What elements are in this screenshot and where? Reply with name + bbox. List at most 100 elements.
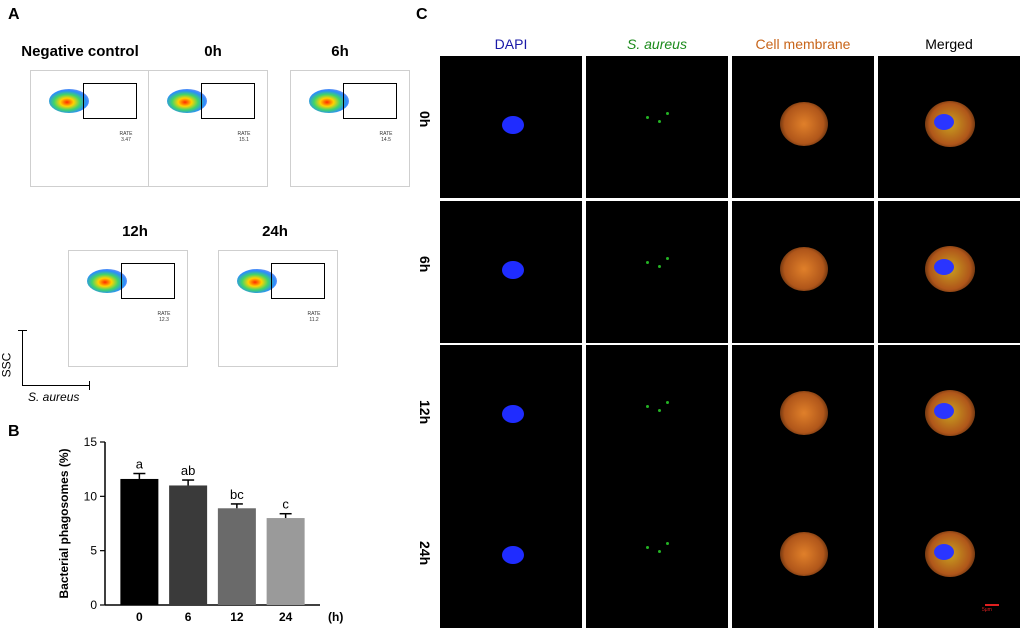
channel-header: DAPI	[494, 36, 528, 52]
x-tick-label: 6	[185, 610, 192, 624]
bar	[266, 518, 305, 605]
micrograph	[878, 201, 1020, 343]
cell-signal	[646, 405, 649, 408]
bar	[120, 478, 159, 605]
panel-label-a: A	[8, 6, 20, 23]
micrograph	[878, 345, 1020, 487]
micrograph	[440, 345, 582, 487]
x-unit-label: (h)	[328, 610, 343, 624]
micrograph	[440, 201, 582, 343]
ssc-axis-label: SSC	[0, 352, 14, 378]
rate-label: RATE	[157, 311, 171, 317]
rate-readout: RATE 11.2	[299, 311, 329, 323]
cell-signal	[666, 401, 669, 404]
flow-plot: RATE 14.5	[290, 70, 410, 187]
bar	[217, 508, 256, 605]
micrograph	[586, 56, 728, 198]
channel-header: Merged	[925, 36, 973, 52]
density-cloud	[49, 89, 89, 113]
flow-plot-title: 24h	[262, 223, 288, 240]
gate-rectangle	[83, 83, 137, 119]
rate-label: RATE	[379, 131, 393, 137]
flow-plot-title: Negative control	[21, 43, 139, 60]
flow-axis-glyph	[18, 330, 92, 390]
significance-letter: bc	[230, 487, 244, 502]
flow-plot-title: 6h	[331, 43, 349, 60]
gate-rectangle	[343, 83, 397, 119]
cell-signal	[502, 405, 524, 423]
bar-chart: 0 5 10 15 Bacterial phagosomes (%) a 0 ab 6 bc 12 c…	[57, 435, 343, 624]
cell-signal	[780, 391, 828, 435]
s-aureus-axis-label: S. aureus	[28, 390, 80, 404]
rate-readout: RATE 12.3	[149, 311, 179, 323]
micrograph	[732, 56, 874, 198]
micrograph	[732, 201, 874, 343]
flow-plot: RATE 3.47	[30, 70, 150, 187]
panel-label-c: C	[416, 6, 428, 23]
row-label: 12h	[417, 400, 433, 425]
flow-plot-title: 12h	[122, 223, 148, 240]
y-axis-title: Bacterial phagosomes (%)	[57, 448, 71, 598]
cell-signal	[666, 542, 669, 545]
significance-letter: ab	[181, 463, 195, 478]
gate-rectangle	[201, 83, 255, 119]
significance-letter: c	[282, 497, 289, 512]
flow-plot: RATE 12.3	[68, 250, 188, 367]
rate-readout: RATE 3.47	[111, 131, 141, 143]
micrograph	[586, 486, 728, 628]
channel-header: S. aureus	[627, 36, 687, 52]
rate-value: 15.1	[239, 137, 249, 143]
micrograph	[440, 56, 582, 198]
cell-signal	[658, 409, 661, 412]
rate-value: 14.5	[381, 137, 391, 143]
y-tick-label: 0	[90, 598, 97, 612]
cell-signal	[934, 114, 954, 130]
micrograph	[878, 486, 1020, 628]
cell-signal	[934, 403, 954, 419]
cell-signal	[658, 550, 661, 553]
significance-letter: a	[136, 457, 144, 472]
micrograph	[586, 345, 728, 487]
gate-rectangle	[121, 263, 175, 299]
cell-signal	[780, 102, 828, 146]
cell-signal	[646, 546, 649, 549]
micrograph	[732, 486, 874, 628]
panel-label-b: B	[8, 423, 20, 440]
flow-plot-title: 0h	[204, 43, 222, 60]
y-tick-label: 5	[90, 544, 97, 558]
micrograph	[586, 201, 728, 343]
cell-signal	[658, 120, 661, 123]
cell-signal	[502, 546, 524, 564]
cell-signal	[646, 261, 649, 264]
micrograph	[878, 56, 1020, 198]
y-tick-label: 15	[84, 435, 98, 449]
rate-label: RATE	[119, 131, 133, 137]
x-tick-label: 24	[279, 610, 293, 624]
density-cloud	[167, 89, 207, 113]
rate-value: 3.47	[121, 137, 131, 143]
density-cloud	[237, 269, 277, 293]
density-cloud	[87, 269, 127, 293]
bar	[169, 485, 208, 605]
row-label: 6h	[417, 256, 433, 273]
cell-signal	[780, 532, 828, 576]
rate-value: 12.3	[159, 317, 169, 323]
cell-signal	[658, 265, 661, 268]
cell-signal	[934, 259, 954, 275]
cell-signal	[502, 116, 524, 134]
cell-signal	[646, 116, 649, 119]
flow-plot: RATE 15.1	[148, 70, 268, 187]
cell-signal	[666, 112, 669, 115]
micrograph	[732, 345, 874, 487]
rate-label: RATE	[237, 131, 251, 137]
gate-rectangle	[271, 263, 325, 299]
rate-label: RATE	[307, 311, 321, 317]
cell-signal	[780, 247, 828, 291]
x-tick-label: 0	[136, 610, 143, 624]
x-tick-label: 12	[230, 610, 244, 624]
cell-signal	[666, 257, 669, 260]
rate-readout: RATE 15.1	[229, 131, 259, 143]
rate-value: 11.2	[309, 317, 319, 323]
row-label: 24h	[417, 541, 433, 566]
rate-readout: RATE 14.5	[371, 131, 401, 143]
